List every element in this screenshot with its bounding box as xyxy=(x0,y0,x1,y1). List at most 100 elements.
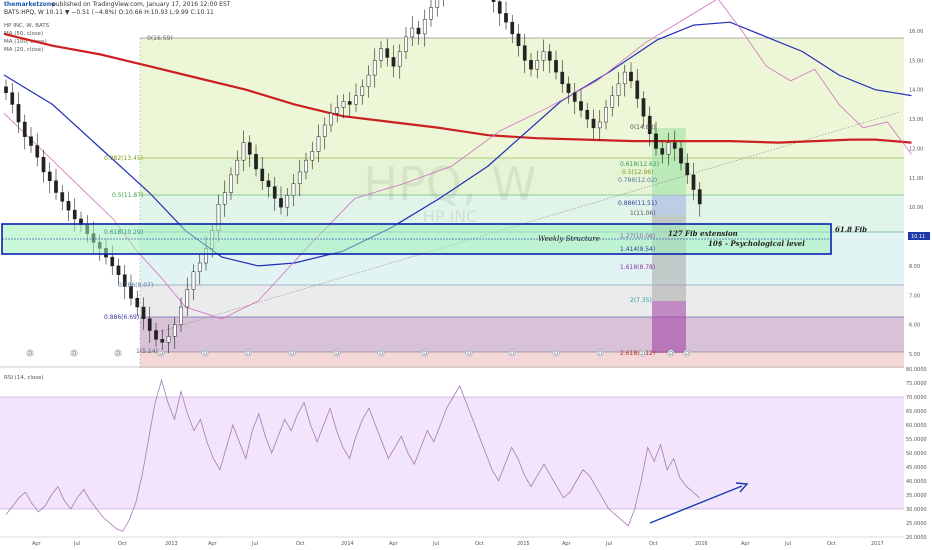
candle-body[interactable] xyxy=(222,192,227,205)
dividend-marker[interactable] xyxy=(377,349,385,357)
candle-body[interactable] xyxy=(435,0,440,8)
candle-body[interactable] xyxy=(229,174,233,193)
candle-body[interactable] xyxy=(129,286,133,299)
candle-body[interactable] xyxy=(322,124,327,137)
candle-body[interactable] xyxy=(647,115,652,135)
candle-body[interactable] xyxy=(266,180,271,187)
candle-body[interactable] xyxy=(429,7,433,20)
candle-body[interactable] xyxy=(10,92,15,105)
candle-body[interactable] xyxy=(310,151,315,161)
candle-body[interactable] xyxy=(41,157,46,173)
candle-body[interactable] xyxy=(385,48,390,58)
candle-body[interactable] xyxy=(641,98,646,117)
dividend-marker[interactable] xyxy=(683,349,691,357)
candle-body[interactable] xyxy=(72,209,77,220)
candle-body[interactable] xyxy=(279,198,283,208)
candle-body[interactable] xyxy=(510,21,515,35)
dividend-marker[interactable] xyxy=(552,349,560,357)
candle-body[interactable] xyxy=(16,104,21,123)
candle-body[interactable] xyxy=(491,0,496,2)
candle-body[interactable] xyxy=(272,186,277,199)
candle-body[interactable] xyxy=(254,154,258,170)
candle-body[interactable] xyxy=(160,339,165,343)
candle-body[interactable] xyxy=(347,101,352,105)
candle-body[interactable] xyxy=(654,133,658,149)
moving-average-line[interactable] xyxy=(3,32,912,144)
dividend-marker[interactable] xyxy=(508,349,516,357)
bullish-divergence-arrow[interactable] xyxy=(649,485,743,524)
candle-body[interactable] xyxy=(235,159,240,176)
candle-body[interactable] xyxy=(354,95,358,105)
candle-body[interactable] xyxy=(372,60,377,76)
long-trendline[interactable] xyxy=(154,111,901,334)
dividend-marker[interactable] xyxy=(157,349,165,357)
dividend-marker[interactable] xyxy=(421,349,429,357)
candle-body[interactable] xyxy=(116,265,121,275)
candle-body[interactable] xyxy=(304,159,308,173)
legend-ma50[interactable]: MA (50, close) xyxy=(4,31,43,37)
candle-body[interactable] xyxy=(29,136,33,146)
candle-body[interactable] xyxy=(291,183,296,196)
dividend-marker[interactable] xyxy=(201,349,209,357)
candle-body[interactable] xyxy=(297,171,302,184)
candle-body[interactable] xyxy=(172,324,177,337)
candle-body[interactable] xyxy=(110,256,115,267)
candle-body[interactable] xyxy=(497,1,502,14)
moving-average-line[interactable] xyxy=(3,21,912,267)
candle-body[interactable] xyxy=(691,174,696,190)
candle-body[interactable] xyxy=(666,142,671,155)
candle-body[interactable] xyxy=(685,162,690,176)
candle-body[interactable] xyxy=(516,33,521,46)
candle-body[interactable] xyxy=(166,336,171,343)
candle-body[interactable] xyxy=(597,121,602,129)
candle-body[interactable] xyxy=(154,330,158,340)
candle-body[interactable] xyxy=(410,27,415,38)
moving-average-line[interactable] xyxy=(3,0,912,320)
candle-body[interactable] xyxy=(622,71,627,85)
candle-body[interactable] xyxy=(179,306,183,325)
candle-body[interactable] xyxy=(560,71,565,85)
candle-body[interactable] xyxy=(585,110,590,120)
time-axis[interactable]: Apr Jul Oct 2013 Apr Jul Oct 2014 Apr Jul Oct 2015 A… xyxy=(32,541,884,547)
candle-body[interactable] xyxy=(247,142,252,155)
candle-body[interactable] xyxy=(679,148,683,164)
price-axis[interactable]: 16.0015.0014.0013.0012.0011.0010.009.008… xyxy=(909,29,923,358)
candle-body[interactable] xyxy=(547,51,552,61)
candle-body[interactable] xyxy=(416,27,421,35)
candle-body[interactable] xyxy=(141,306,146,320)
candle-body[interactable] xyxy=(22,121,27,137)
candle-body[interactable] xyxy=(572,92,577,102)
candle-body[interactable] xyxy=(404,36,408,52)
dividend-marker[interactable] xyxy=(465,349,473,357)
candle-body[interactable] xyxy=(504,13,508,23)
candle-body[interactable] xyxy=(616,83,621,96)
candle-body[interactable] xyxy=(391,57,396,67)
candle-body[interactable] xyxy=(541,51,546,61)
candle-body[interactable] xyxy=(554,60,558,73)
candle-body[interactable] xyxy=(329,112,333,126)
dividend-marker[interactable] xyxy=(667,349,675,357)
candle-body[interactable] xyxy=(360,86,365,96)
candle-body[interactable] xyxy=(191,271,196,290)
candle-body[interactable] xyxy=(366,74,371,88)
candle-body[interactable] xyxy=(341,101,346,108)
candle-body[interactable] xyxy=(591,118,596,129)
candle-body[interactable] xyxy=(610,95,615,108)
candle-body[interactable] xyxy=(579,101,583,111)
candle-body[interactable] xyxy=(529,60,533,70)
candle-body[interactable] xyxy=(185,289,190,308)
candle-body[interactable] xyxy=(135,297,140,308)
candle-body[interactable] xyxy=(260,168,265,182)
dividend-marker[interactable] xyxy=(26,349,34,357)
legend-ma100[interactable]: MA (100, close) xyxy=(4,39,47,45)
candle-body[interactable] xyxy=(635,80,640,99)
candle-body[interactable] xyxy=(566,83,571,93)
candle-body[interactable] xyxy=(604,107,608,123)
candle-body[interactable] xyxy=(629,71,633,82)
candle-body[interactable] xyxy=(522,45,527,61)
candle-body[interactable] xyxy=(397,51,402,67)
rsi-line[interactable] xyxy=(5,378,700,532)
candle-body[interactable] xyxy=(147,318,152,331)
legend-ma20[interactable]: MA (20, close) xyxy=(4,47,43,53)
candle-body[interactable] xyxy=(316,136,321,152)
